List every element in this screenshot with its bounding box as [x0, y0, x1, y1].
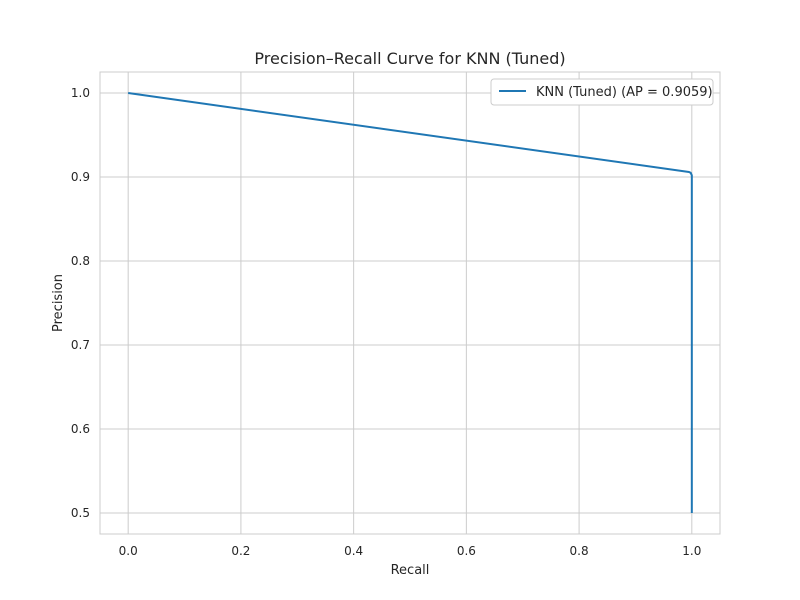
- y-tick-label: 0.9: [71, 170, 90, 184]
- y-axis-label: Precision: [51, 274, 66, 332]
- x-tick-label: 0.6: [457, 544, 476, 558]
- plot-area: [99, 71, 721, 535]
- y-tick-labels: 0.5 0.6 0.7 0.8 0.9 1.0: [71, 86, 90, 520]
- y-tick-label: 0.8: [71, 254, 90, 268]
- x-tick-labels: 0.0 0.2 0.4 0.6 0.8 1.0: [119, 544, 702, 558]
- y-tick-label: 0.6: [71, 422, 90, 436]
- x-tick-label: 0.0: [119, 544, 138, 558]
- x-tick-label: 0.8: [570, 544, 589, 558]
- y-tick-label: 1.0: [71, 86, 90, 100]
- x-tick-label: 0.4: [344, 544, 363, 558]
- chart-title: Precision–Recall Curve for KNN (Tuned): [254, 49, 565, 68]
- legend-box: [490, 78, 714, 106]
- x-tick-label: 0.2: [231, 544, 250, 558]
- legend-entry-label: KNN (Tuned) (AP = 0.9059): [536, 85, 713, 100]
- legend: KNN (Tuned) (AP = 0.9059): [490, 78, 714, 106]
- x-tick-label: 1.0: [682, 544, 701, 558]
- x-axis-label: Recall: [391, 563, 430, 578]
- y-tick-label: 0.5: [71, 506, 90, 520]
- series-lines: [128, 92, 693, 513]
- y-tick-label: 0.7: [71, 338, 90, 352]
- series-line-0: [128, 92, 693, 513]
